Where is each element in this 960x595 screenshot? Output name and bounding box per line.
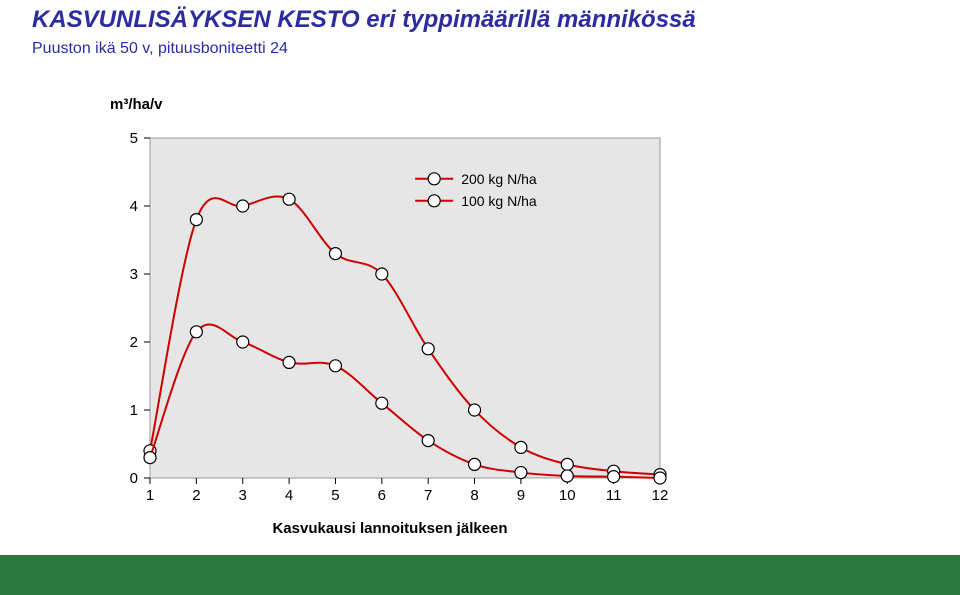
x-tick-label: 8: [470, 487, 478, 504]
x-tick-label: 4: [285, 487, 293, 504]
x-tick-label: 3: [239, 487, 247, 504]
x-tick-label: 5: [331, 487, 339, 504]
series-marker: [283, 356, 295, 368]
y-tick-label: 0: [130, 470, 138, 487]
series-marker: [654, 472, 666, 484]
series-marker: [561, 458, 573, 470]
series-marker: [561, 470, 573, 482]
page-subtitle: Puuston ikä 50 v, pituusboniteetti 24: [32, 40, 288, 58]
brand-text: METLA: [857, 563, 938, 589]
x-axis-label-text: Kasvukausi lannoituksen jälkeen: [272, 520, 507, 537]
series-marker: [608, 471, 620, 483]
series-marker: [144, 452, 156, 464]
series-marker: [422, 435, 434, 447]
series-marker: [422, 343, 434, 355]
series-marker: [237, 200, 249, 212]
x-tick-label: 11: [606, 487, 622, 504]
series-marker: [329, 248, 341, 260]
y-tick-label: 1: [130, 402, 138, 419]
footer-bar: [0, 555, 960, 595]
x-axis-label: Kasvukausi lannoituksen jälkeen: [110, 520, 670, 537]
series-marker: [190, 214, 202, 226]
legend-label: 200 kg N/ha: [461, 171, 537, 187]
series-marker: [329, 360, 341, 372]
y-axis-label-text: m³/ha/v: [110, 96, 163, 113]
x-tick-label: 1: [146, 487, 154, 504]
y-tick-label: 3: [130, 266, 138, 283]
series-marker: [376, 268, 388, 280]
series-marker: [190, 326, 202, 338]
series-marker: [515, 467, 527, 479]
y-axis-label: m³/ha/v: [110, 96, 163, 113]
y-tick-label: 5: [130, 130, 138, 147]
x-tick-label: 6: [378, 487, 386, 504]
title-text: KASVUNLISÄYKSEN KESTO eri typpimäärillä …: [32, 6, 696, 33]
series-marker: [469, 458, 481, 470]
page-title: KASVUNLISÄYKSEN KESTO eri typpimäärillä …: [32, 6, 696, 34]
series-marker: [376, 397, 388, 409]
chart-area: 012345123456789101112200 kg N/ha100 kg N…: [110, 128, 670, 508]
legend-label: 100 kg N/ha: [461, 193, 537, 209]
series-marker: [283, 193, 295, 205]
series-marker: [469, 404, 481, 416]
x-tick-label: 7: [424, 487, 432, 504]
subtitle-text: Puuston ikä 50 v, pituusboniteetti 24: [32, 40, 288, 57]
x-tick-label: 10: [559, 487, 576, 504]
x-tick-label: 12: [652, 487, 669, 504]
brand-label: METLA: [857, 563, 938, 588]
y-tick-label: 4: [130, 198, 138, 215]
series-marker: [515, 441, 527, 453]
chart-svg: 012345123456789101112200 kg N/ha100 kg N…: [110, 128, 670, 508]
x-tick-label: 9: [517, 487, 525, 504]
x-tick-label: 2: [192, 487, 200, 504]
y-tick-label: 2: [130, 334, 138, 351]
series-marker: [237, 336, 249, 348]
